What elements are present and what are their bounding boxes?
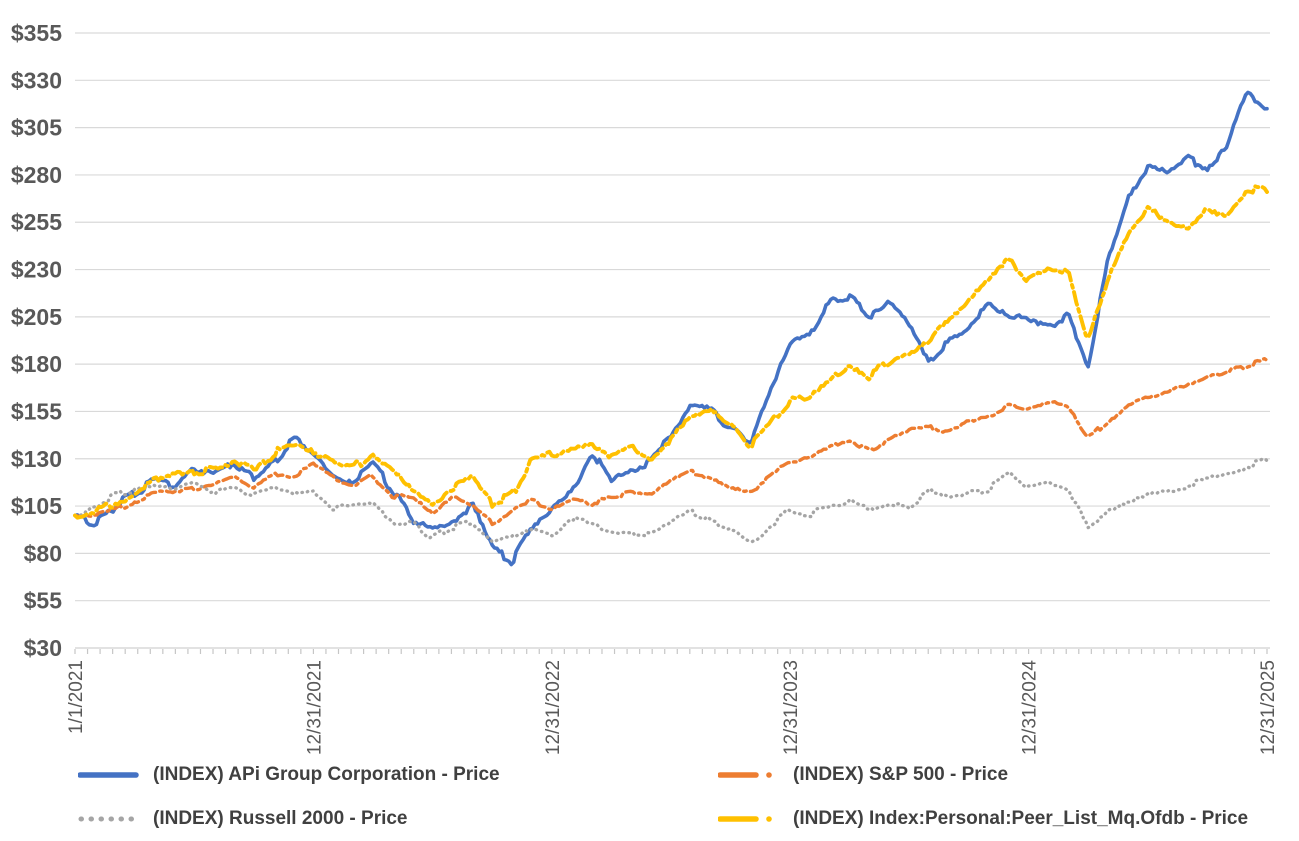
legend-marker-peer-list-line <box>718 816 772 822</box>
series-line-2 <box>73 357 1269 527</box>
legend-label-api-group: (INDEX) APi Group Corporation - Price <box>153 764 500 785</box>
y-axis-label: $155 <box>11 398 62 424</box>
y-axis-label: $255 <box>11 209 62 235</box>
legend-marker-russell2000-line <box>78 816 141 822</box>
y-axis-label: $105 <box>11 493 62 519</box>
x-axis-label: 12/31/2022 <box>543 660 564 755</box>
y-axis-label: $230 <box>11 257 62 283</box>
y-axis-label: $30 <box>24 635 62 661</box>
legend-item-russell2000: (INDEX) Russell 2000 - Price <box>78 806 408 832</box>
legend-marker-shape <box>766 772 772 778</box>
y-axis-label: $55 <box>24 588 63 614</box>
y-axis-label: $180 <box>11 351 62 377</box>
legend-label-russell2000: (INDEX) Russell 2000 - Price <box>153 808 408 829</box>
x-axis-label: 1/1/2021 <box>66 660 87 734</box>
legend-marker-shape <box>766 816 772 822</box>
y-axis-label: $280 <box>11 162 62 188</box>
y-axis-label: $80 <box>24 540 62 566</box>
legend-label-peer-list: (INDEX) Index:Personal:Peer_List_Mq.Ofdb… <box>793 808 1249 829</box>
legend-item-sp500: (INDEX) S&P 500 - Price <box>718 762 1008 788</box>
y-axis-label: $130 <box>11 446 62 472</box>
x-axis-label: 12/31/2023 <box>781 660 802 755</box>
legend-item-peer-list: (INDEX) Index:Personal:Peer_List_Mq.Ofdb… <box>718 806 1248 832</box>
legend-item-api-group: (INDEX) APi Group Corporation - Price <box>78 762 500 788</box>
y-axis-label: $330 <box>11 67 62 93</box>
x-axis-label: 12/31/2021 <box>304 660 325 755</box>
x-axis-label: 12/31/2025 <box>1258 660 1279 755</box>
series-line-4 <box>73 184 1269 520</box>
y-axis-label: $305 <box>11 115 62 141</box>
legend-marker-api-group-line <box>78 772 139 778</box>
y-axis-label: $205 <box>11 304 62 330</box>
legend-marker-sp500-line <box>718 772 772 778</box>
legend-label-sp500: (INDEX) S&P 500 - Price <box>793 764 1009 785</box>
y-axis-label: $355 <box>11 20 62 46</box>
x-axis-label: 12/31/2024 <box>1020 660 1041 756</box>
